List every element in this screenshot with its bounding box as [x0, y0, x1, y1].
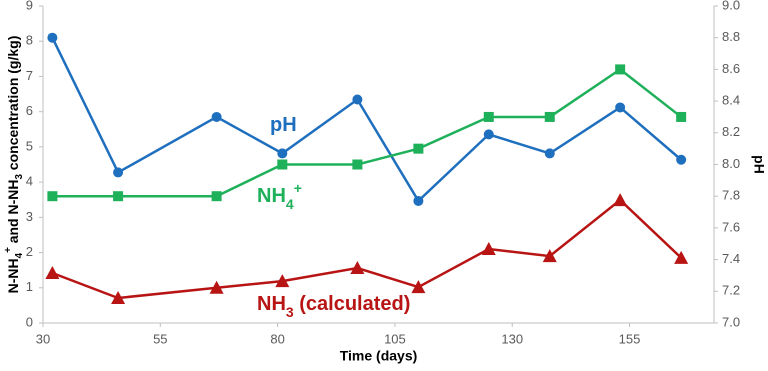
x-tick-label: 105 [384, 331, 406, 346]
y2-tick-label: 7.4 [722, 251, 740, 266]
point [544, 148, 555, 159]
x-tick-label: 55 [153, 331, 167, 346]
point [613, 193, 628, 207]
point [483, 111, 494, 122]
subscript: 4 [14, 252, 25, 258]
point [275, 274, 290, 288]
point [211, 191, 222, 202]
point [113, 167, 124, 178]
point [413, 143, 424, 154]
point [615, 102, 626, 113]
text-part: concentration (g/kg) [5, 36, 21, 174]
y-tick-label: 6 [26, 103, 33, 118]
y2-tick-label: 8.4 [722, 93, 740, 108]
series-label: NH4+ [257, 180, 302, 212]
text-part: NH [257, 185, 286, 207]
text-part: pH [270, 114, 297, 136]
y2-tick-label: 9.0 [722, 0, 740, 12]
point [674, 250, 689, 264]
point [352, 159, 363, 170]
point [350, 261, 365, 275]
point [352, 94, 363, 105]
text-part: N-NH [5, 258, 21, 293]
point [113, 191, 124, 202]
y2-tick-label: 8.0 [722, 156, 740, 171]
point [111, 290, 126, 304]
y-tick-label: 5 [26, 138, 33, 153]
point [277, 148, 288, 159]
point [676, 111, 687, 122]
y2-tick-label: 8.6 [722, 61, 740, 76]
point [413, 195, 424, 206]
x-tick-label: 80 [270, 331, 284, 346]
point [615, 64, 626, 75]
point [542, 249, 557, 263]
superscript: + [294, 180, 302, 196]
point [481, 242, 496, 256]
y-tick-label: 8 [26, 33, 33, 48]
series-label: NH3 (calculated) [257, 293, 410, 319]
series-line [51, 37, 682, 203]
y2-tick-label: 7.6 [722, 219, 740, 234]
y-tick-label: 0 [26, 314, 33, 329]
y-tick-label: 1 [26, 279, 33, 294]
subscript: 3 [286, 304, 294, 320]
y2-tick-label: 8.8 [722, 29, 740, 44]
y-tick-label: 4 [26, 174, 33, 189]
point [45, 265, 60, 279]
point [676, 154, 687, 165]
x-axis-title: Time (days) [340, 348, 418, 364]
y-tick-label: 3 [26, 209, 33, 224]
text-part: and N-NH [5, 180, 21, 248]
point [47, 191, 58, 202]
y2-axis-title: pH [751, 155, 767, 174]
subscript: 4 [286, 196, 294, 212]
superscript: + [3, 247, 14, 253]
y-tick-label: 7 [26, 68, 33, 83]
y2-tick-label: 7.0 [722, 314, 740, 329]
point [277, 159, 288, 170]
y2-tick-label: 7.8 [722, 188, 740, 203]
x-tick-label: 30 [36, 331, 50, 346]
y-tick-label: 9 [26, 0, 33, 12]
point [411, 280, 426, 294]
x-tick-label: 130 [501, 331, 523, 346]
y-tick-label: 2 [26, 244, 33, 259]
series-line [51, 198, 683, 300]
text-part: NH [257, 293, 286, 315]
y-axis-title: N-NH4+ and N-NH3 concentration (g/kg) [3, 36, 25, 294]
point [47, 32, 58, 43]
series-line [52, 67, 682, 198]
point [544, 111, 555, 122]
x-tick-label: 155 [619, 331, 641, 346]
y2-tick-label: 7.2 [722, 283, 740, 298]
subscript: 3 [14, 174, 25, 180]
point [209, 280, 224, 294]
y2-tick-label: 8.2 [722, 124, 740, 139]
point [483, 129, 494, 140]
text-part: (calculated) [294, 293, 411, 315]
point [211, 111, 222, 122]
series-label: pH [270, 114, 297, 136]
